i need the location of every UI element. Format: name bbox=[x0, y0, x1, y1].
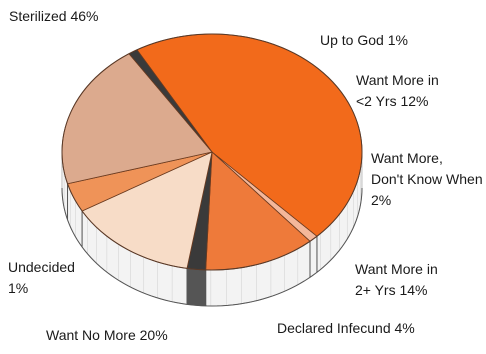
side-strip-want-more-don-t-know-when bbox=[186, 268, 206, 306]
slice-label-declared-infecund-line-1: Declared Infecund 4% bbox=[277, 320, 415, 336]
slice-label-want-no-more: Want No More 20% bbox=[46, 325, 168, 346]
slice-label-want-more-2plus: Want More in 2+ Yrs 14% bbox=[355, 259, 438, 301]
slice-label-declared-infecund: Declared Infecund 4% bbox=[277, 318, 415, 339]
slice-label-want-more-dont-know-line-2: Don't Know When bbox=[371, 171, 483, 187]
slice-label-sterilized: Sterilized 46% bbox=[9, 6, 99, 27]
slice-label-want-more-dont-know-line-1: Want More, bbox=[371, 150, 443, 166]
slice-label-want-more-lt2-line-1: Want More in bbox=[356, 72, 439, 88]
slice-label-want-more-lt2: Want More in <2 Yrs 12% bbox=[356, 70, 439, 112]
slice-label-up-to-god: Up to God 1% bbox=[320, 30, 408, 51]
side-wall-up-to-god bbox=[309, 235, 318, 279]
slice-label-undecided-line-2: 1% bbox=[8, 280, 29, 296]
pie-side bbox=[61, 155, 363, 307]
slice-label-want-more-dont-know-line-3: 2% bbox=[371, 192, 392, 208]
pie-outline bbox=[61, 33, 363, 271]
slice-label-up-to-god-line-1: Up to God 1% bbox=[320, 32, 408, 48]
slice-label-want-no-more-line-1: Want No More 20% bbox=[46, 327, 168, 343]
slice-label-sterilized-line-1: Sterilized 46% bbox=[9, 8, 99, 24]
slice-label-want-more-2plus-line-2: 2+ Yrs 14% bbox=[355, 282, 428, 298]
slice-label-want-more-2plus-line-1: Want More in bbox=[355, 261, 438, 277]
slice-label-want-more-lt2-line-2: <2 Yrs 12% bbox=[356, 93, 429, 109]
side-bottom-edge bbox=[61, 187, 363, 307]
slice-label-undecided-line-1: Undecided bbox=[8, 259, 75, 275]
pie-top bbox=[61, 33, 363, 271]
slice-label-undecided: Undecided 1% bbox=[8, 257, 75, 299]
slice-label-want-more-dont-know: Want More, Don't Know When 2% bbox=[371, 148, 483, 211]
